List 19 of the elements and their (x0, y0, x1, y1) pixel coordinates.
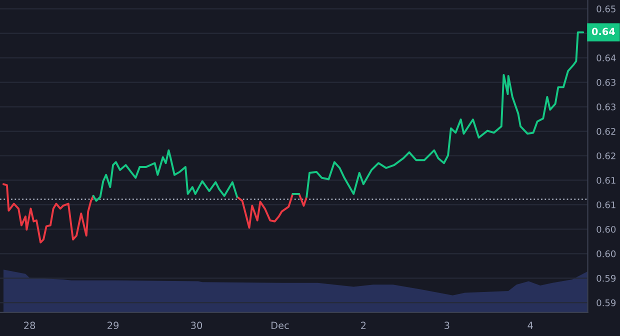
x-tick-label: 2 (361, 322, 366, 329)
x-tick-label: Dec (272, 322, 289, 330)
x-tick-label: 3 (444, 322, 450, 330)
y-tick-label: 0.60 (596, 250, 616, 258)
y-tick-label: 0.64 (596, 54, 616, 62)
y-tick-label: 0.63 (596, 104, 616, 110)
y-tick-label: 0.61 (596, 201, 616, 208)
y-tick-label: 0.62 (596, 152, 616, 160)
x-tick-label: 30 (191, 322, 202, 330)
y-tick-label: 0.59 (596, 299, 616, 306)
x-tick-label: 28 (24, 322, 36, 330)
y-tick-label: 0.63 (596, 79, 616, 86)
y-tick-label: 0.60 (596, 226, 616, 233)
y-tick-label: 0.62 (596, 128, 616, 135)
y-tick-label: 0.65 (596, 6, 616, 12)
x-tick-label: 29 (108, 322, 119, 330)
x-tick-label: 4 (528, 322, 533, 329)
y-tick-label: 0.61 (596, 176, 616, 184)
y-tick-label: 0.59 (596, 274, 616, 282)
